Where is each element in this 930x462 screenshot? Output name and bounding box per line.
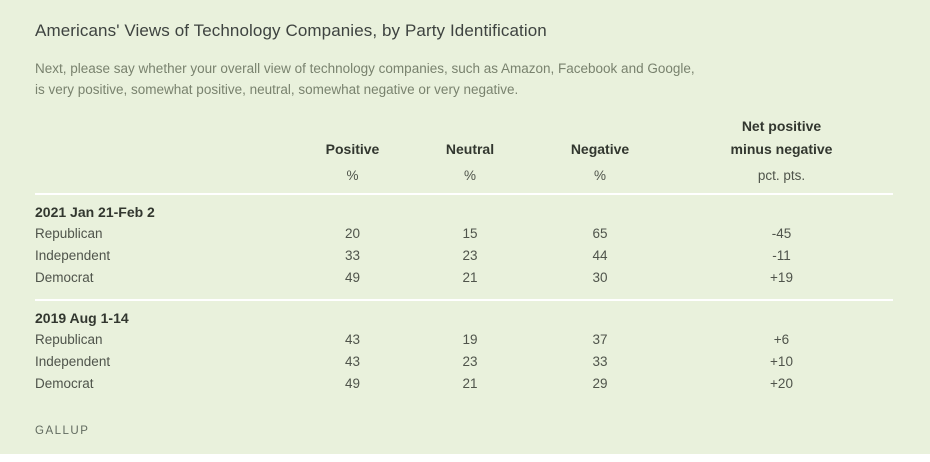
table-row: Democrat 49 21 29 +20 [35, 373, 893, 395]
net-column-header: Net positive minus negative [670, 115, 893, 161]
cell-neutral: 15 [462, 226, 478, 241]
cell-positive: 49 [295, 267, 410, 301]
net-header-line-1: Net positive [741, 118, 822, 134]
section-date-label: 2021 Jan 21-Feb 2 [35, 204, 155, 220]
cell-negative: 30 [530, 267, 670, 301]
cell-negative: 44 [592, 248, 608, 263]
cell-neutral: 19 [462, 332, 478, 347]
subtitle-line-2: is very positive, somewhat positive, neu… [35, 82, 519, 97]
section-date-row: 2021 Jan 21-Feb 2 [35, 194, 893, 223]
cell-net: +19 [670, 267, 893, 301]
party-label: Independent [35, 354, 111, 369]
cell-positive: 43 [344, 332, 361, 347]
unit-cell-empty [35, 161, 295, 195]
cell-negative: 33 [592, 354, 608, 369]
cell-net: +10 [770, 354, 793, 369]
table-row: Republican 43 19 37 +6 [35, 329, 893, 351]
section-2021: 2021 Jan 21-Feb 2 Republican 20 15 65 -4… [35, 194, 893, 301]
survey-question-text: Next, please say whether your overall vi… [35, 58, 893, 100]
table-row: Democrat 49 21 30 +19 [35, 267, 893, 301]
gallup-wordmark: GALLUP [35, 425, 90, 437]
net-header-line-2: minus negative [730, 141, 833, 157]
cell-negative: 65 [592, 226, 608, 241]
cell-positive: 20 [344, 226, 361, 241]
cell-net: +6 [773, 332, 790, 347]
cell-positive: 33 [344, 248, 361, 263]
cell-net: -11 [772, 248, 791, 263]
unit-cell-negative: % [530, 161, 670, 195]
section-date-label: 2019 Aug 1-14 [35, 310, 129, 326]
cell-neutral: 23 [462, 354, 478, 369]
table-row: Independent 43 23 33 +10 [35, 351, 893, 373]
results-table: Positive Neutral Negative Net positive m… [35, 115, 893, 395]
cell-negative: 37 [592, 332, 608, 347]
party-label: Democrat [35, 267, 295, 301]
party-label: Republican [35, 226, 103, 241]
party-label: Republican [35, 332, 103, 347]
cell-neutral: 21 [410, 267, 530, 301]
section-2019: 2019 Aug 1-14 Republican 43 19 37 +6 Ind… [35, 300, 893, 395]
column-header-row: Positive Neutral Negative Net positive m… [35, 115, 893, 161]
page-title: Americans' Views of Technology Companies… [35, 21, 547, 40]
negative-column-header: Negative [570, 141, 630, 157]
section-date-row: 2019 Aug 1-14 [35, 300, 893, 329]
cell-positive: 49 [344, 376, 361, 391]
table-row: Republican 20 15 65 -45 [35, 223, 893, 245]
party-label: Independent [35, 248, 111, 263]
unit-cell-net: pct. pts. [670, 161, 893, 195]
subtitle-line-1: Next, please say whether your overall vi… [35, 61, 695, 76]
party-label: Democrat [35, 376, 94, 391]
unit-cell-neutral: % [410, 161, 530, 195]
cell-neutral: 21 [462, 376, 478, 391]
cell-negative: 29 [592, 376, 608, 391]
bottom-white-strip [0, 454, 930, 462]
positive-column-header: Positive [325, 141, 380, 157]
label-column-header [35, 115, 295, 161]
neutral-column-header: Neutral [445, 141, 495, 157]
cell-net: +20 [770, 376, 793, 391]
unit-cell-positive: % [295, 161, 410, 195]
cell-positive: 43 [344, 354, 361, 369]
cell-net: -45 [771, 226, 792, 241]
content-area: Americans' Views of Technology Companies… [35, 21, 893, 437]
cell-neutral: 23 [462, 248, 478, 263]
unit-row: % % % pct. pts. [35, 161, 893, 195]
table-row: Independent 33 23 44 -11 [35, 245, 893, 267]
